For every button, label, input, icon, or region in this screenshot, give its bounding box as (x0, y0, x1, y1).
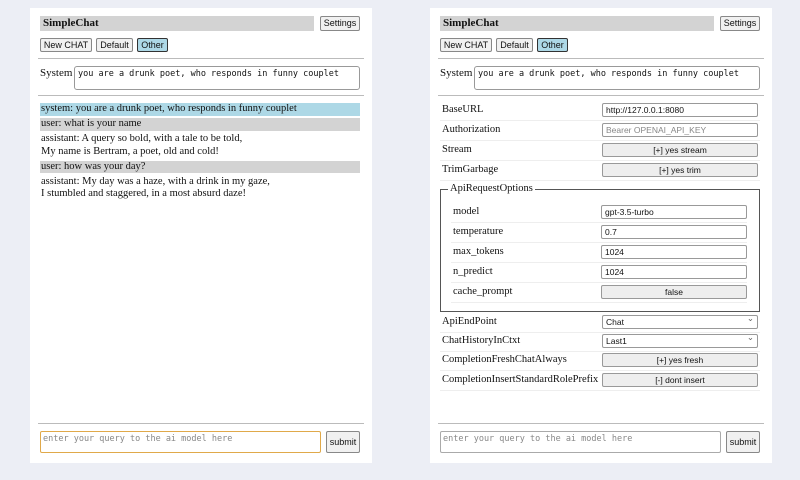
api-endpoint-select[interactable]: Chat (602, 313, 758, 329)
chat-message-user: user: how was your day? (40, 160, 360, 173)
setting-stream: Stream [+] yes stream (440, 141, 760, 161)
n-predict-label: n_predict (453, 266, 493, 277)
setting-fresh-chat: CompletionFreshChatAlways [+] yes fresh (440, 351, 760, 371)
setting-authorization: Authorization Bearer OPENAI_API_KEY (440, 121, 760, 141)
message-line: I stumbled and staggered, in a most absu… (41, 188, 246, 199)
temperature-label: temperature (453, 226, 504, 237)
option-n-predict: n_predict 1024 (451, 263, 747, 283)
divider (38, 95, 364, 96)
fresh-chat-label: CompletionFreshChatAlways (442, 354, 567, 365)
option-temperature: temperature 0.7 (451, 223, 747, 243)
query-input[interactable]: enter your query to the ai model here (440, 431, 721, 453)
stream-toggle[interactable]: [+] yes stream (602, 143, 758, 157)
settings-panel: SimpleChat Settings New CHAT Default Oth… (430, 8, 772, 463)
setting-base-url: BaseURL http://127.0.0.1:8080 (440, 101, 760, 121)
system-prompt-input[interactable]: you are a drunk poet, who responds in fu… (474, 66, 760, 90)
app-title: SimpleChat (40, 16, 314, 31)
model-label: model (453, 206, 480, 217)
cache-prompt-toggle[interactable]: false (601, 285, 747, 299)
cache-prompt-label: cache_prompt (453, 286, 513, 297)
chat-message-user: user: what is your name (40, 118, 360, 131)
divider (438, 58, 764, 59)
query-input[interactable]: enter your query to the ai model here (40, 431, 321, 453)
message-line: user: how was your day? (41, 160, 146, 172)
trim-garbage-label: TrimGarbage (442, 164, 499, 175)
fresh-chat-toggle[interactable]: [+] yes fresh (602, 353, 758, 367)
authorization-input[interactable]: Bearer OPENAI_API_KEY (602, 123, 758, 137)
chat-message-system: system: you are a drunk poet, who respon… (40, 103, 360, 116)
api-request-options-legend: ApiRequestOptions (448, 183, 535, 194)
option-max-tokens: max_tokens 1024 (451, 243, 747, 263)
api-endpoint-label: ApiEndPoint (442, 316, 497, 327)
new-chat-button[interactable]: New CHAT (40, 38, 92, 52)
divider (38, 423, 364, 424)
other-chat-button[interactable]: Other (137, 38, 168, 52)
message-line: user: what is your name (41, 118, 142, 129)
stream-label: Stream (442, 144, 472, 155)
trim-garbage-toggle[interactable]: [+] yes trim (602, 163, 758, 177)
settings-button[interactable]: Settings (720, 16, 760, 31)
n-predict-input[interactable]: 1024 (601, 265, 747, 279)
message-line: assistant: A query so bold, with a tale … (41, 133, 243, 144)
option-model: model gpt-3.5-turbo (451, 203, 747, 223)
setting-insert-prefix: CompletionInsertStandardRolePrefix [-] do… (440, 371, 760, 391)
divider (438, 95, 764, 96)
other-chat-button[interactable]: Other (537, 38, 568, 52)
system-prompt-input[interactable]: you are a drunk poet, who responds in fu… (74, 66, 360, 90)
chat-history-select[interactable]: Last1 (602, 332, 758, 348)
chat-message-assistant: assistant: My day was a haze, with a dri… (40, 176, 360, 201)
message-line: system: you are a drunk poet, who respon… (41, 103, 297, 114)
model-input[interactable]: gpt-3.5-turbo (601, 205, 747, 219)
insert-prefix-label: CompletionInsertStandardRolePrefix (442, 374, 599, 385)
max-tokens-input[interactable]: 1024 (601, 245, 747, 259)
chat-panel: SimpleChat Settings New CHAT Default Oth… (30, 8, 372, 463)
chat-message-assistant: assistant: A query so bold, with a tale … (40, 133, 360, 158)
setting-api-endpoint: ApiEndPoint Chat (440, 313, 760, 333)
setting-chat-history: ChatHistoryInCtxt Last1 (440, 332, 760, 352)
setting-trim-garbage: TrimGarbage [+] yes trim (440, 161, 760, 181)
system-label: System (40, 67, 73, 79)
base-url-input[interactable]: http://127.0.0.1:8080 (602, 103, 758, 117)
authorization-label: Authorization (442, 124, 501, 135)
max-tokens-label: max_tokens (453, 246, 504, 257)
temperature-input[interactable]: 0.7 (601, 225, 747, 239)
settings-button[interactable]: Settings (320, 16, 360, 31)
app-title: SimpleChat (440, 16, 714, 31)
divider (438, 423, 764, 424)
divider (38, 58, 364, 59)
submit-button[interactable]: submit (326, 431, 360, 453)
system-label: System (440, 67, 473, 79)
default-chat-button[interactable]: Default (96, 38, 133, 52)
message-line: My name is Bertram, a poet, old and cold… (41, 145, 219, 157)
chat-history-label: ChatHistoryInCtxt (442, 335, 521, 346)
option-cache-prompt: cache_prompt false (451, 283, 747, 303)
api-request-options-group: model gpt-3.5-turbo temperature 0.7 max_to… (440, 189, 760, 312)
insert-prefix-toggle[interactable]: [-] dont insert (602, 373, 758, 387)
submit-button[interactable]: submit (726, 431, 760, 453)
new-chat-button[interactable]: New CHAT (440, 38, 492, 52)
base-url-label: BaseURL (442, 104, 484, 115)
message-line: assistant: My day was a haze, with a dri… (41, 175, 270, 187)
default-chat-button[interactable]: Default (496, 38, 533, 52)
